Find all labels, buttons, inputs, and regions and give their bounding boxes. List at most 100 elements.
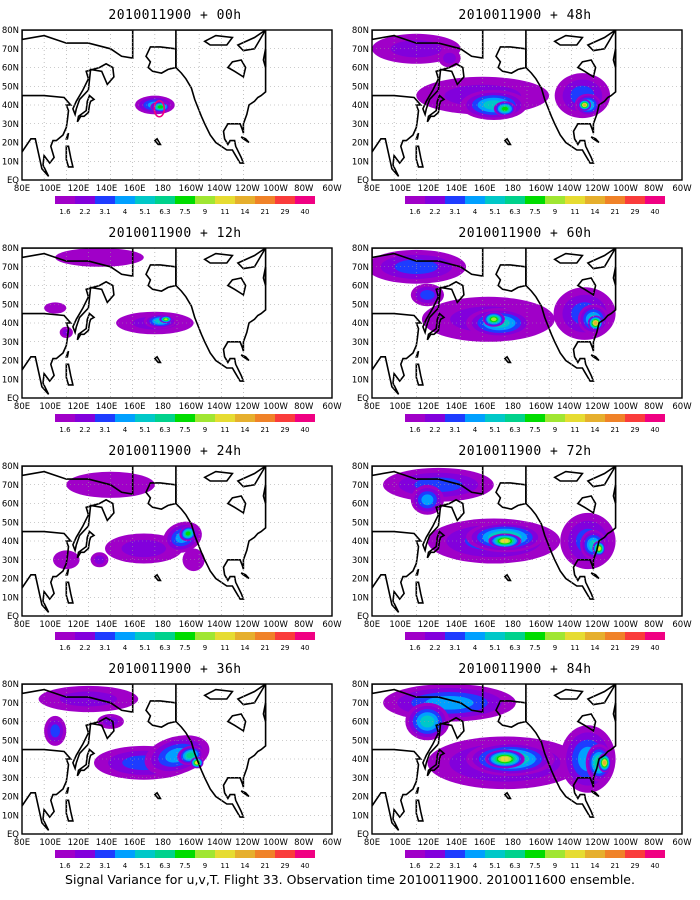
coastline: [72, 280, 115, 336]
legend-level-label: 6.3: [509, 644, 520, 652]
coastline: [372, 748, 423, 831]
legend-level-label: 6.3: [509, 862, 520, 870]
lon-tick-label: 80W: [294, 184, 314, 194]
legend-level-label: 2.2: [79, 426, 90, 434]
legend-swatch: [525, 414, 545, 422]
lon-tick-label: 100W: [613, 838, 638, 848]
lon-tick-label: 80W: [644, 620, 664, 630]
coastline: [576, 495, 597, 515]
lat-tick-label: 70N: [2, 45, 19, 55]
legend-swatch: [95, 414, 115, 422]
lon-tick-label: 140W: [207, 620, 232, 630]
legend-level-label: 1.6: [59, 644, 71, 652]
lon-tick-label: 80W: [294, 838, 314, 848]
coastline: [22, 466, 134, 496]
variance-map: 80E 100E 120E 140E 160E 180 160W 140W 120W 100W 80…: [2, 26, 342, 216]
legend-level-label: 4: [123, 426, 128, 434]
coastline: [415, 799, 424, 822]
legend-level-label: 4: [123, 862, 128, 870]
legend-swatch: [195, 632, 215, 640]
lat-tick-label: 30N: [2, 338, 19, 348]
legend-swatch: [545, 632, 565, 640]
coastline: [422, 62, 465, 118]
coastline: [503, 791, 512, 800]
coastline: [590, 136, 600, 144]
lon-tick-label: 80W: [294, 402, 314, 412]
lon-tick-label: 160W: [179, 838, 204, 848]
lon-tick-label: 80E: [364, 620, 380, 630]
legend-level-label: 40: [651, 862, 660, 870]
lat-tick-label: 40N: [2, 319, 19, 329]
legend-level-label: 40: [301, 208, 310, 216]
coastline: [22, 94, 73, 177]
lat-tick-label: 70N: [352, 263, 369, 273]
legend-level-label: 1.6: [409, 862, 421, 870]
coastline: [372, 94, 423, 177]
legend-swatch: [405, 632, 425, 640]
legend-swatch: [115, 632, 135, 640]
legend-level-label: 11: [571, 862, 580, 870]
coastline: [422, 498, 465, 554]
lon-tick-label: 180: [505, 402, 521, 412]
legend-swatch: [75, 414, 95, 422]
lon-tick-label: 100W: [263, 184, 288, 194]
legend-level-label: 9: [203, 426, 207, 434]
legend-level-label: 3.1: [99, 208, 110, 216]
lat-tick-label: 60N: [352, 282, 369, 292]
lon-tick-label: 60W: [322, 402, 342, 412]
legend-level-label: 2.2: [79, 862, 90, 870]
lat-tick-label: 70N: [2, 699, 19, 709]
lat-tick-label: 10N: [2, 811, 19, 821]
legend-level-label: 3.1: [449, 426, 460, 434]
coastline: [236, 684, 267, 706]
coastline: [372, 248, 484, 278]
legend-level-label: 7.5: [529, 426, 540, 434]
lat-tick-label: 40N: [352, 755, 369, 765]
coastline: [65, 799, 74, 822]
coastline: [226, 495, 247, 515]
coastline: [236, 248, 267, 270]
coastline: [226, 713, 247, 733]
lon-tick-label: 140E: [446, 838, 468, 848]
legend-swatch: [255, 632, 275, 640]
lon-tick-label: 120W: [235, 838, 260, 848]
lat-tick-label: 30N: [2, 774, 19, 784]
lon-tick-label: 180: [155, 184, 171, 194]
legend-swatch: [195, 850, 215, 858]
lon-tick-label: 120E: [418, 838, 440, 848]
legend-swatch: [485, 632, 505, 640]
legend-swatch: [95, 632, 115, 640]
legend-swatch: [135, 632, 155, 640]
legend-level-label: 4: [473, 426, 478, 434]
legend-swatch: [215, 196, 235, 204]
lon-tick-label: 120W: [235, 402, 260, 412]
legend-level-label: 2.2: [429, 426, 440, 434]
coastline: [262, 48, 267, 68]
legend-swatch: [545, 196, 565, 204]
legend-level-label: 6.3: [509, 208, 520, 216]
coastline: [372, 466, 484, 496]
legend-swatch: [425, 196, 445, 204]
coastline: [22, 248, 134, 278]
legend-swatch: [115, 414, 135, 422]
legend-swatch: [275, 632, 295, 640]
coastline: [503, 573, 512, 582]
legend-level-label: 6.3: [159, 426, 170, 434]
panel-title: 2010011900 + 60h: [458, 226, 592, 241]
legend-swatch: [585, 196, 605, 204]
coastline: [240, 136, 250, 144]
coastline: [576, 277, 597, 297]
lat-tick-label: EQ: [7, 176, 19, 186]
legend-level-label: 6.3: [159, 862, 170, 870]
coastline: [175, 466, 267, 600]
lon-tick-label: 160W: [179, 184, 204, 194]
coastline: [262, 702, 267, 722]
legend-level-label: 21: [611, 862, 620, 870]
legend-level-label: 4: [123, 644, 128, 652]
lon-tick-label: 160W: [529, 184, 554, 194]
legend-level-label: 21: [261, 862, 270, 870]
variance-contour: [50, 724, 60, 738]
lat-tick-label: 20N: [2, 793, 19, 803]
legend-level-label: 6.3: [509, 426, 520, 434]
legend-level-label: 9: [203, 862, 207, 870]
